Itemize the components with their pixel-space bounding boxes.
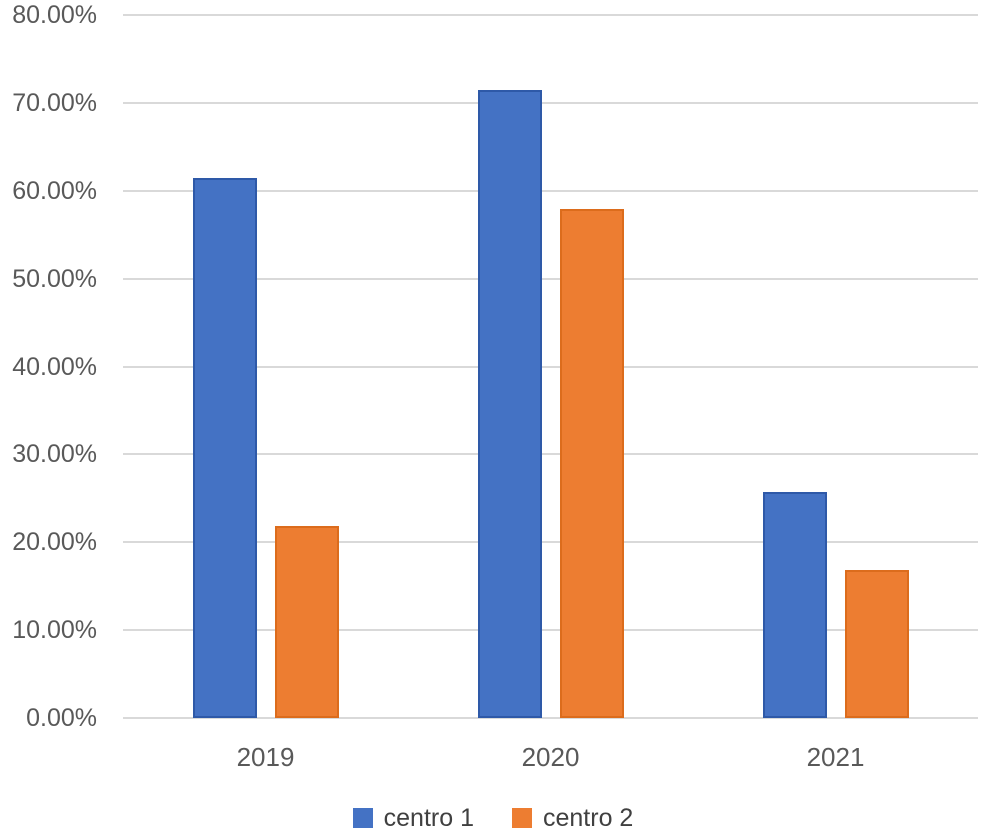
gridline-20 <box>123 541 978 544</box>
gridline-50 <box>123 277 978 280</box>
y-tick-label-80: 80.00% <box>12 1 97 29</box>
bar-centro-2-2020 <box>559 209 624 718</box>
y-tick-label-50: 50.00% <box>12 264 97 293</box>
x-tick-label-2019: 2019 <box>236 742 295 772</box>
bar-centro-2-2019 <box>274 526 339 718</box>
legend-item-centro-1: centro 1 <box>352 803 474 833</box>
bar-centro-1-2021 <box>762 492 827 718</box>
legend-swatch-centro-2 <box>512 808 532 828</box>
gridline-60 <box>123 189 978 192</box>
y-tick-label-40: 40.00% <box>12 352 97 381</box>
legend: centro 1 centro 2 <box>0 803 986 833</box>
legend-label-centro-1: centro 1 <box>383 804 474 832</box>
gridline-40 <box>123 365 978 368</box>
legend-label-centro-2: centro 2 <box>543 804 634 832</box>
y-axis: 0.00% 10.00% 20.00% 30.00% 40.00% 50.00% 60.00… <box>0 1 97 732</box>
gridline-30 <box>123 453 978 456</box>
x-tick-label-2020: 2020 <box>521 742 580 772</box>
gridline-80 <box>123 14 978 16</box>
legend-swatch-centro-1 <box>352 808 373 828</box>
y-tick-label-0: 0.00% <box>26 704 97 732</box>
y-tick-label-30: 30.00% <box>12 440 97 469</box>
bar-centro-1-2020 <box>477 89 542 718</box>
x-tick-label-2021: 2021 <box>806 742 865 772</box>
gridline-70 <box>123 101 978 104</box>
y-tick-label-70: 70.00% <box>12 88 97 117</box>
y-tick-label-60: 60.00% <box>12 176 97 205</box>
bar-centro-1-2019 <box>192 178 257 718</box>
y-tick-label-20: 20.00% <box>12 528 97 557</box>
gridline-10 <box>123 629 978 632</box>
legend-item-centro-2: centro 2 <box>512 803 633 833</box>
bar-centro-2-2021 <box>844 569 909 718</box>
plot-area <box>123 14 978 719</box>
x-axis: 2019 2020 2021 <box>123 742 978 776</box>
y-tick-label-10: 10.00% <box>12 616 97 645</box>
gridline-0 <box>123 717 978 719</box>
